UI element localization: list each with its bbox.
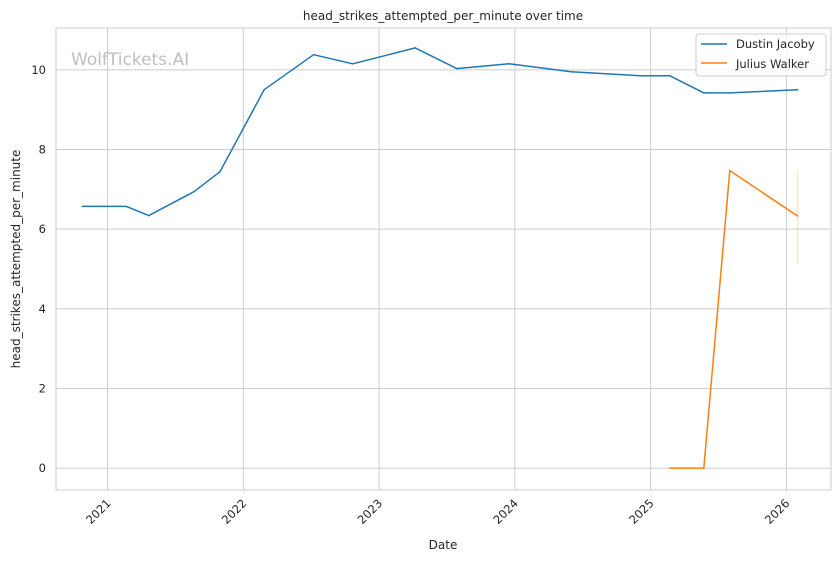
series-layer — [81, 47, 799, 469]
series-line-dustin-jacoby — [82, 47, 798, 217]
legend-label-dustin-jacoby: Dustin Jacoby — [736, 37, 815, 51]
legend: Dustin Jacoby Julius Walker — [695, 33, 827, 77]
data-point-dustin-jacoby — [796, 88, 799, 91]
x-tick-label: 2022 — [219, 496, 250, 527]
y-tick-label: 0 — [39, 461, 46, 475]
x-tick-label: 2025 — [626, 496, 657, 527]
legend-label-julius-walker: Julius Walker — [735, 57, 809, 71]
data-point-dustin-jacoby — [125, 205, 127, 208]
x-tick-label: 2023 — [355, 496, 386, 527]
data-point-dustin-jacoby — [312, 53, 315, 56]
x-axis-label: Date — [429, 538, 458, 552]
chart-title: head_strikes_attempted_per_minute over t… — [303, 9, 583, 23]
data-point-julius-walker — [669, 467, 671, 469]
data-point-dustin-jacoby — [81, 205, 84, 208]
y-tick-label: 8 — [39, 142, 46, 156]
y-tick-label: 10 — [31, 63, 46, 77]
watermark: WolfTickets.AI — [71, 50, 189, 70]
series-line-julius-walker — [669, 169, 798, 469]
grid — [56, 28, 831, 490]
data-point-julius-walker — [729, 169, 731, 172]
data-point-dustin-jacoby — [640, 74, 643, 77]
y-tick-label: 6 — [39, 222, 46, 236]
y-tick-label: 4 — [39, 302, 46, 316]
data-point-dustin-jacoby — [669, 74, 671, 77]
data-point-julius-walker — [796, 215, 799, 217]
data-point-dustin-jacoby — [702, 92, 705, 94]
data-point-dustin-jacoby — [508, 63, 510, 65]
data-point-dustin-jacoby — [456, 67, 458, 70]
data-point-dustin-jacoby — [351, 63, 354, 65]
data-point-dustin-jacoby — [148, 214, 150, 217]
plot-frame — [55, 27, 832, 491]
x-tick-label: 2024 — [490, 496, 521, 527]
data-point-julius-walker — [702, 467, 705, 469]
ticks: 0 2 4 6 8 10 2021 2022 2023 2024 2025 2026 — [31, 63, 792, 527]
data-point-dustin-jacoby — [193, 190, 195, 193]
data-point-dustin-jacoby — [570, 71, 573, 73]
x-tick-label: 2026 — [762, 496, 793, 527]
y-tick-label: 2 — [39, 381, 46, 395]
x-tick-label: 2021 — [83, 496, 114, 527]
data-point-dustin-jacoby — [219, 170, 221, 173]
data-point-dustin-jacoby — [729, 92, 731, 94]
legend-box — [695, 33, 827, 77]
data-point-dustin-jacoby — [263, 88, 265, 91]
data-point-dustin-jacoby — [414, 47, 416, 49]
y-axis-label: head_strikes_attempted_per_minute — [9, 150, 23, 369]
